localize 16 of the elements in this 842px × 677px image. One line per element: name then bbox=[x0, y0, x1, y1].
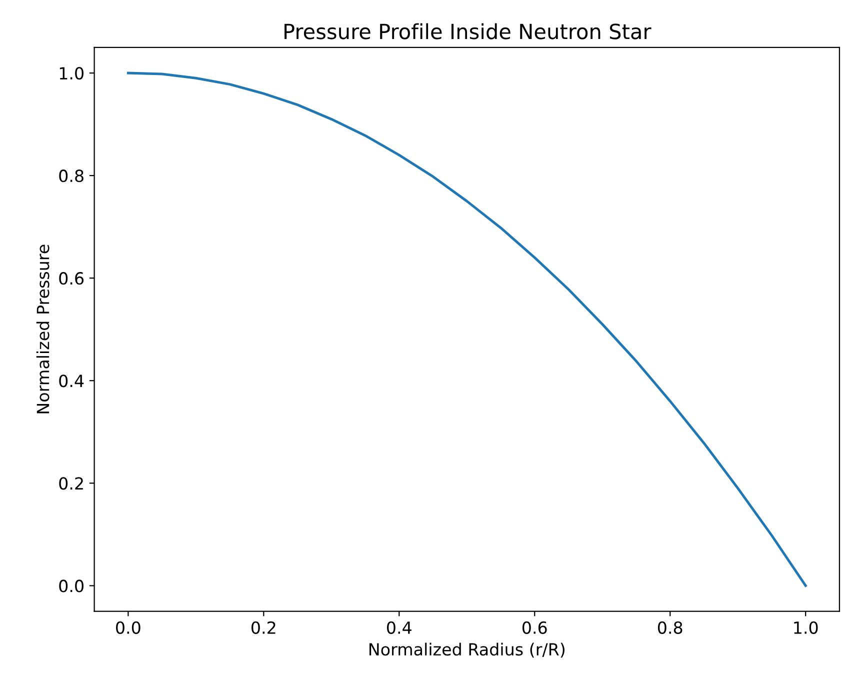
y-axis-title: Normalized Pressure bbox=[36, 244, 50, 414]
y-tick-label: 0.0 bbox=[59, 580, 84, 592]
x-tick-label: 0.6 bbox=[522, 621, 547, 634]
x-tick-label: 0.4 bbox=[386, 621, 412, 634]
x-tick-label: 0.2 bbox=[252, 621, 276, 634]
x-tick-label: 1.0 bbox=[794, 621, 818, 634]
chart-title: Pressure Profile Inside Neutron Star bbox=[284, 23, 652, 40]
y-tick-label: 0.8 bbox=[59, 170, 84, 182]
x-axis-title: Normalized Radius (r/R) bbox=[370, 642, 564, 658]
y-tick-label: 0.2 bbox=[59, 477, 83, 490]
y-tick-label: 0.4 bbox=[59, 374, 84, 388]
x-tick-label: 0.8 bbox=[658, 621, 682, 634]
y-tick-label: 0.6 bbox=[59, 272, 84, 285]
line-series bbox=[126, 72, 807, 587]
x-tick-label: 0.0 bbox=[116, 621, 140, 634]
y-tick-label: 1.0 bbox=[60, 66, 84, 80]
